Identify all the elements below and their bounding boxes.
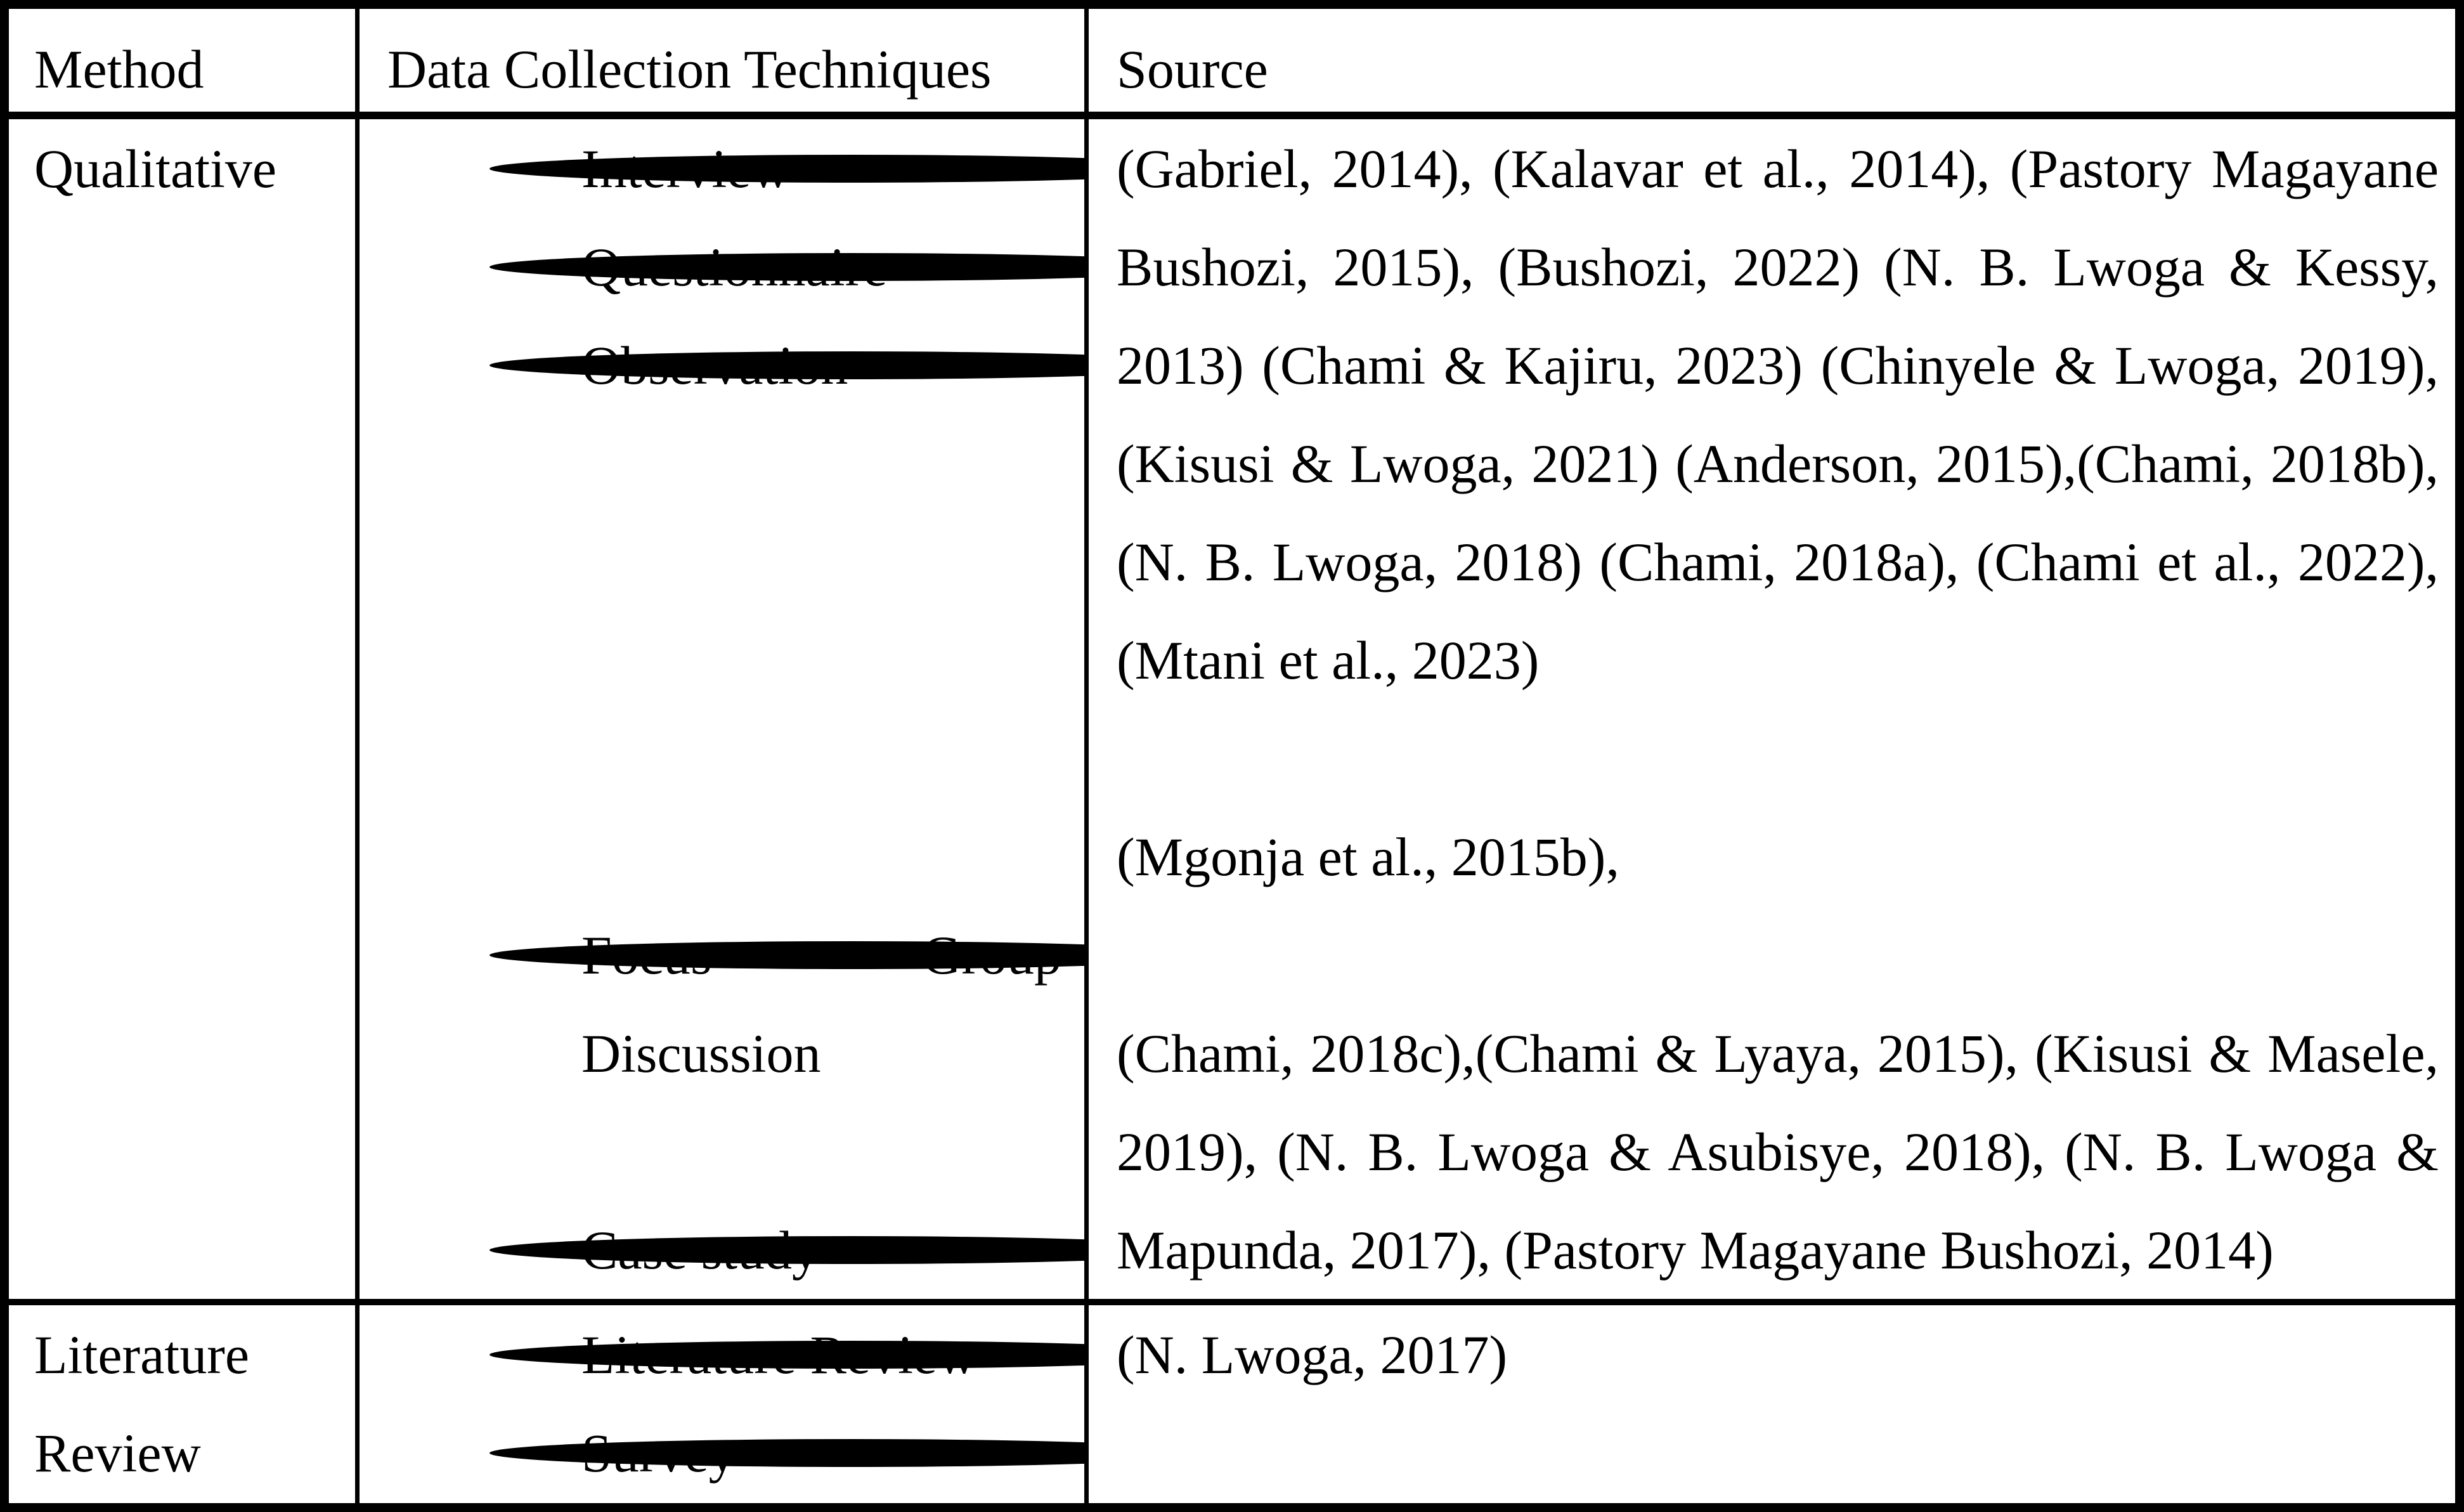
source-line: Mapunda, 2017), (Pastory Magayane Bushoz…	[1117, 1201, 2439, 1299]
citation-text: (Kisusi & Lwoga, 2021) (Anderson, 2015),…	[1117, 433, 2439, 494]
source-line: 2019), (N. B. Lwoga & Asubisye, 2018), (…	[1117, 1102, 2439, 1201]
source-line: Bushozi, 2015), (Bushozi, 2022) (N. B. L…	[1117, 218, 2439, 316]
bullet-icon	[490, 252, 1084, 281]
bullet-icon	[490, 1235, 1084, 1264]
source-line: (Kisusi & Lwoga, 2021) (Anderson, 2015),…	[1117, 414, 2439, 512]
empty-line	[360, 709, 1084, 807]
bullet-icon	[490, 154, 1084, 183]
source-line: (Mgonja et al., 2015b),	[1117, 807, 2439, 906]
empty-line	[360, 807, 1084, 906]
technique-item-focus-group: Focus Group	[360, 906, 1084, 1004]
source-line: (N. Lwoga, 2017)	[1117, 1305, 2439, 1404]
source-line: (N. B. Lwoga, 2018) (Chami, 2018a), (Cha…	[1117, 512, 2439, 611]
citation-text: 2013) (Chami & Kajiru, 2023) (Chinyele &…	[1117, 334, 2439, 396]
header-cell-source: Source	[1089, 9, 2455, 119]
row-qualitative-method-cell: Qualitative	[9, 119, 360, 1305]
empty-line	[360, 611, 1084, 709]
method-qualitative-label: Qualitative	[34, 138, 277, 199]
bullet-icon	[490, 1340, 1084, 1369]
technique-item-literature-review: Literature Review	[360, 1305, 1084, 1404]
bullet-icon	[490, 1438, 1084, 1467]
method-label-line: Qualitative	[34, 119, 355, 218]
technique-item-observation: Observation	[360, 316, 1084, 414]
row-literature-techniques-cell: Literature Review Survey	[360, 1305, 1089, 1503]
header-cell-techniques: Data Collection Techniques	[360, 9, 1089, 119]
empty-line	[360, 1102, 1084, 1201]
row-literature-source-cell: (N. Lwoga, 2017)	[1089, 1305, 2455, 1503]
header-cell-method: Method	[9, 9, 360, 119]
empty-line	[1117, 906, 2439, 1004]
source-line: (Chami, 2018c),(Chami & Lyaya, 2015), (K…	[1117, 1004, 2439, 1102]
method-label-line: Literature	[34, 1305, 355, 1404]
citation-text: Mapunda, 2017), (Pastory Magayane Bushoz…	[1117, 1219, 2274, 1281]
row-qualitative-source-cell: (Gabriel, 2014), (Kalavar et al., 2014),…	[1089, 119, 2455, 1305]
header-method-label: Method	[34, 39, 204, 100]
citation-text: Bushozi, 2015), (Bushozi, 2022) (N. B. L…	[1117, 236, 2439, 297]
citation-text: (Gabriel, 2014), (Kalavar et al., 2014),…	[1117, 138, 2439, 199]
citation-text: (Chami, 2018c),(Chami & Lyaya, 2015), (K…	[1117, 1022, 2439, 1084]
method-label-line: Review	[34, 1404, 355, 1502]
source-line: 2013) (Chami & Kajiru, 2023) (Chinyele &…	[1117, 316, 2439, 414]
row-literature-method-cell: Literature Review	[9, 1305, 360, 1503]
technique-item-survey: Survey	[360, 1404, 1084, 1502]
technique-item-questionnaire: Questionnaire	[360, 218, 1084, 316]
bullet-icon	[490, 351, 1084, 379]
technique-item-focus-group-continuation: Discussion	[360, 1004, 1084, 1102]
source-line: (Mtani et al., 2023)	[1117, 611, 2439, 709]
technique-item-interview: Interview	[360, 119, 1084, 218]
citation-text: (Mgonja et al., 2015b),	[1117, 826, 1619, 887]
method-review-label: Review	[34, 1422, 201, 1483]
header-source-label: Source	[1117, 39, 1268, 100]
empty-line	[1117, 709, 2439, 807]
citation-text: (N. Lwoga, 2017)	[1117, 1324, 1508, 1385]
source-line: (Gabriel, 2014), (Kalavar et al., 2014),…	[1117, 119, 2439, 218]
empty-line	[360, 414, 1084, 512]
header-techniques-label: Data Collection Techniques	[387, 39, 992, 100]
citation-text: 2019), (N. B. Lwoga & Asubisye, 2018), (…	[1117, 1121, 2439, 1182]
row-qualitative-techniques-cell: Interview Questionnaire Observation Focu…	[360, 119, 1089, 1305]
citation-text: (N. B. Lwoga, 2018) (Chami, 2018a), (Cha…	[1117, 531, 2439, 592]
empty-line	[360, 512, 1084, 611]
citation-text: (Mtani et al., 2023)	[1117, 629, 1540, 691]
bullet-icon	[490, 941, 1084, 969]
technique-item-case-study: Case study	[360, 1201, 1084, 1299]
method-literature-label: Literature	[34, 1324, 250, 1385]
technique-label: Discussion	[581, 1022, 821, 1084]
